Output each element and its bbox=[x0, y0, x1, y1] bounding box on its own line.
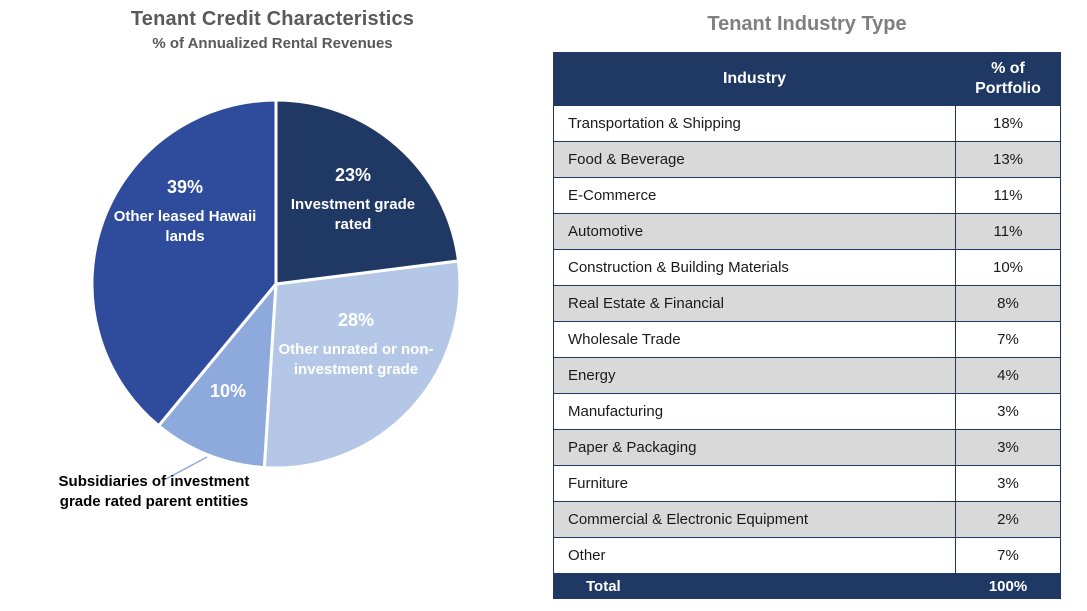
pie-name-other-unrated: Other unrated or non-investment grade bbox=[278, 341, 434, 378]
pct-cell: 18% bbox=[955, 105, 1061, 142]
pie-label-subsidiaries: 10% bbox=[192, 381, 264, 411]
total-label-cell: Total bbox=[553, 573, 956, 599]
pct-cell: 3% bbox=[955, 393, 1061, 430]
table-header-row: Industry % of Portfolio bbox=[553, 52, 1061, 106]
industry-cell: Food & Beverage bbox=[553, 141, 956, 178]
industry-cell: E-Commerce bbox=[553, 177, 956, 214]
pie-svg bbox=[90, 98, 462, 480]
pct-cell: 3% bbox=[955, 465, 1061, 502]
industry-cell: Paper & Packaging bbox=[553, 429, 956, 466]
table-row-0: Transportation & Shipping 18% bbox=[553, 105, 1061, 142]
pie-chart-subtitle: % of Annualized Rental Revenues bbox=[152, 35, 393, 52]
table-title: Tenant Industry Type bbox=[707, 13, 907, 35]
pie-chart-title: Tenant Credit Characteristics bbox=[130, 8, 415, 30]
total-value-cell: 100% bbox=[955, 573, 1061, 599]
pie-pct-other-leased: 39% bbox=[166, 177, 204, 197]
header-cell-industry: Industry bbox=[553, 52, 956, 106]
table-row-12: Other 7% bbox=[553, 537, 1061, 574]
industry-cell: Wholesale Trade bbox=[553, 321, 956, 358]
industry-cell: Construction & Building Materials bbox=[553, 249, 956, 286]
table-row-7: Energy 4% bbox=[553, 357, 1061, 394]
pie-pct-subsidiaries: 10% bbox=[209, 381, 247, 401]
table-row-8: Manufacturing 3% bbox=[553, 393, 1061, 430]
table-row-3: Automotive 11% bbox=[553, 213, 1061, 250]
pct-cell: 11% bbox=[955, 213, 1061, 250]
industry-table: Industry % of Portfolio Transportation &… bbox=[553, 52, 1061, 599]
pie-slice-3 bbox=[90, 98, 278, 428]
pie-callout-label: Subsidiaries of investment grade rated p… bbox=[58, 473, 250, 511]
pie-label-investment-grade: 23% Investment grade rated bbox=[283, 165, 423, 235]
pie-slice-2 bbox=[157, 282, 278, 470]
industry-cell: Other bbox=[553, 537, 956, 574]
pct-cell: 7% bbox=[955, 321, 1061, 358]
pie-pct-other-unrated: 28% bbox=[337, 310, 375, 330]
industry-cell: Furniture bbox=[553, 465, 956, 502]
pct-cell: 13% bbox=[955, 141, 1061, 178]
total-row: Total 100% bbox=[553, 573, 1061, 599]
industry-cell: Commercial & Electronic Equipment bbox=[553, 501, 956, 538]
header-cell-portfolio: % of Portfolio bbox=[955, 52, 1061, 106]
table-row-6: Wholesale Trade 7% bbox=[553, 321, 1061, 358]
pie-slice-0 bbox=[274, 98, 460, 286]
table-row-9: Paper & Packaging 3% bbox=[553, 429, 1061, 466]
pie-pct-investment-grade: 23% bbox=[334, 165, 372, 185]
pie-name-investment-grade: Investment grade rated bbox=[290, 196, 416, 233]
pie-name-other-leased: Other leased Hawaii lands bbox=[113, 208, 257, 245]
table-row-11: Commercial & Electronic Equipment 2% bbox=[553, 501, 1061, 538]
table-row-4: Construction & Building Materials 10% bbox=[553, 249, 1061, 286]
industry-table-body: Transportation & Shipping 18% Food & Bever… bbox=[553, 105, 1061, 599]
pie-label-other-leased: 39% Other leased Hawaii lands bbox=[105, 177, 265, 247]
table-row-10: Furniture 3% bbox=[553, 465, 1061, 502]
table-row-2: E-Commerce 11% bbox=[553, 177, 1061, 214]
pct-cell: 2% bbox=[955, 501, 1061, 538]
industry-cell: Real Estate & Financial bbox=[553, 285, 956, 322]
callout-line bbox=[165, 456, 208, 480]
pct-cell: 4% bbox=[955, 357, 1061, 394]
industry-cell: Manufacturing bbox=[553, 393, 956, 430]
table-row-1: Food & Beverage 13% bbox=[553, 141, 1061, 178]
industry-cell: Energy bbox=[553, 357, 956, 394]
pie-label-other-unrated: 28% Other unrated or non-investment grad… bbox=[272, 310, 440, 380]
industry-cell: Automotive bbox=[553, 213, 956, 250]
pct-cell: 3% bbox=[955, 429, 1061, 466]
table-row-5: Real Estate & Financial 8% bbox=[553, 285, 1061, 322]
pct-cell: 10% bbox=[955, 249, 1061, 286]
pct-cell: 7% bbox=[955, 537, 1061, 574]
pct-cell: 8% bbox=[955, 285, 1061, 322]
pct-cell: 11% bbox=[955, 177, 1061, 214]
industry-cell: Transportation & Shipping bbox=[553, 105, 956, 142]
pie-slice-1 bbox=[262, 259, 462, 470]
